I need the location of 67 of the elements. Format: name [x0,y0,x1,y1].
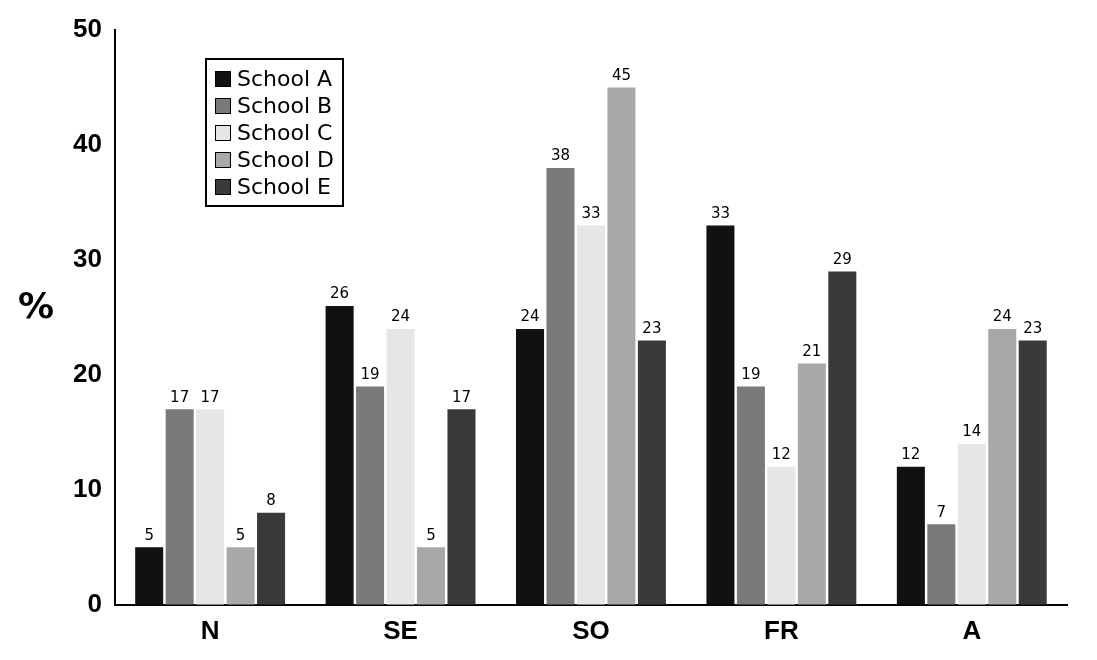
data-label: 38 [550,146,571,165]
bar [828,271,857,605]
data-label: 12 [771,445,791,464]
x-tick-label: FR [764,614,799,645]
data-label: 23 [642,318,662,337]
bar [706,225,735,605]
data-label: 33 [581,203,601,222]
data-label: 8 [266,491,276,510]
legend-label: School C [237,120,333,145]
data-label: 19 [360,364,380,383]
bar [927,524,956,605]
legend-label: School B [237,93,333,118]
bar [135,547,164,605]
y-tick-label: 0 [87,587,102,618]
data-label: 24 [391,307,411,326]
bar [417,547,446,605]
bar [896,466,925,605]
data-label: 5 [144,525,154,544]
x-tick-label: SE [383,614,418,645]
data-label: 7 [936,502,947,521]
data-label: 19 [741,364,761,383]
bar [325,305,354,605]
data-label: 5 [235,525,246,544]
x-tick-label: A [962,614,982,645]
legend-label: School E [237,174,331,199]
bar [257,512,286,605]
data-label: 33 [710,203,730,222]
y-tick-label: 20 [73,358,102,389]
data-label: 5 [426,525,436,544]
bar [516,328,545,605]
data-label: 17 [200,387,220,406]
y-tick-label: 50 [73,13,102,44]
y-tick-label: 40 [73,128,102,159]
bar [957,443,986,605]
bar [386,328,415,605]
bar [607,87,636,605]
bar [196,409,225,605]
bar [356,386,385,605]
bar [447,409,476,605]
bar [226,547,255,605]
x-tick-label: N [200,614,220,645]
legend-label: School D [237,147,334,172]
bar [1018,340,1047,605]
bar [797,363,826,605]
data-label: 21 [802,341,822,360]
bar [736,386,765,605]
x-tick-label: SO [572,614,610,645]
bar [767,466,796,605]
data-label: 17 [451,387,472,406]
bar [576,225,605,605]
data-label: 29 [832,249,852,268]
data-label: 14 [962,422,982,441]
data-label: 24 [520,307,540,326]
y-tick-label: 10 [73,473,102,504]
data-label: 45 [611,65,631,84]
y-axis-title: % [18,285,55,326]
y-tick-label: 30 [73,243,102,274]
data-label: 24 [992,307,1012,326]
bar [637,340,666,605]
bar [546,167,575,605]
data-label: 23 [1023,318,1043,337]
data-label: 26 [330,284,350,303]
bar [988,328,1017,605]
bar [165,409,194,605]
data-label: 12 [901,445,921,464]
legend-label: School A [237,66,333,91]
data-label: 17 [170,387,190,406]
